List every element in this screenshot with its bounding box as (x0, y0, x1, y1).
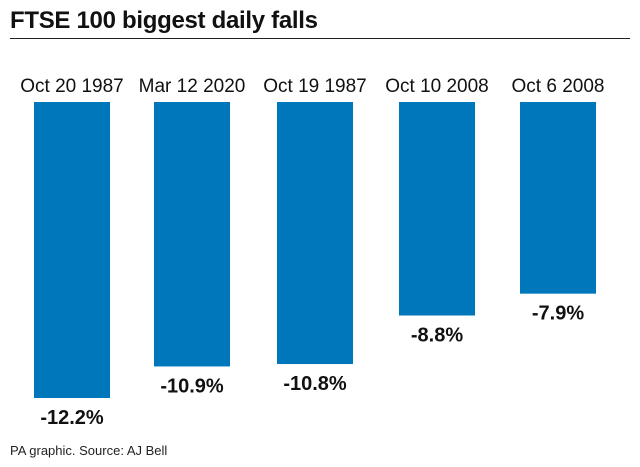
value-label: -7.9% (532, 303, 584, 325)
category-label: Oct 6 2008 (512, 76, 605, 97)
value-label: -10.8% (283, 373, 347, 395)
source-note: PA graphic. Source: AJ Bell (10, 443, 168, 458)
title-divider (10, 38, 630, 39)
bar (399, 102, 475, 316)
value-label: -8.8% (411, 325, 463, 347)
bar-chart: Oct 20 1987 -12.2% Mar 12 2020 -10.9% Oct 19… (20, 76, 605, 429)
category-label: Mar 12 2020 (139, 76, 246, 97)
value-label: -10.9% (160, 375, 224, 397)
category-label: Oct 10 2008 (385, 76, 489, 97)
category-label: Oct 19 1987 (263, 76, 367, 97)
bar (34, 102, 110, 398)
bar (154, 102, 230, 367)
value-label: -12.2% (40, 407, 104, 429)
bar (277, 102, 353, 365)
chart-title: FTSE 100 biggest daily falls (10, 7, 318, 34)
bar (520, 102, 596, 294)
category-label: Oct 20 1987 (20, 76, 124, 97)
